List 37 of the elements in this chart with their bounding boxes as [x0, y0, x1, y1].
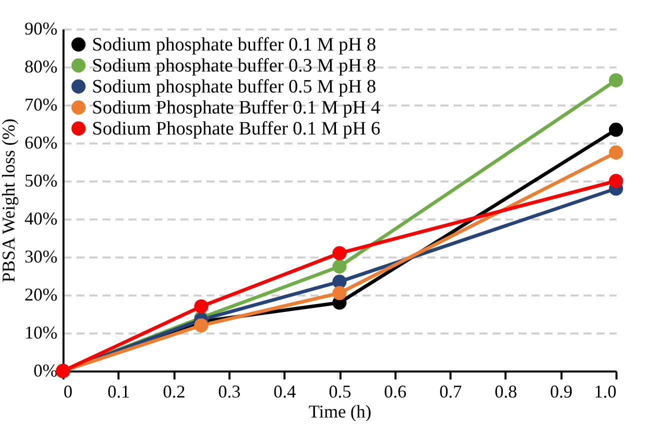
legend-label: Sodium phosphate buffer 0.1 M pH 8	[92, 34, 376, 56]
x-tick-label: 0.3	[218, 382, 241, 402]
x-tick-label: 1.0	[594, 382, 616, 402]
y-tick-label: 90%	[24, 18, 58, 38]
point	[194, 299, 208, 314]
x-tick-label: 0.8	[494, 382, 518, 402]
y-tick-label: 20%	[24, 284, 58, 304]
legend-label: Sodium Phosphate Buffer 0.1 M pH 6	[92, 118, 380, 140]
point	[608, 145, 624, 160]
y-tick-label: 80%	[24, 56, 58, 76]
point	[194, 318, 208, 332]
x-tick-label: 0.7	[439, 382, 462, 402]
point	[332, 286, 347, 300]
point	[608, 122, 624, 137]
x-tick-label: 0.9	[550, 382, 572, 402]
point	[608, 73, 624, 88]
y-tick-label: 10%	[24, 322, 58, 342]
y-tick-label: 40%	[24, 208, 58, 228]
x-tick-label: 0.5	[328, 382, 352, 402]
x-tick-label: 0.2	[162, 382, 186, 402]
legend-label: Sodium phosphate buffer 0.3 M pH 8	[92, 56, 376, 76]
x-tick-label: 0	[64, 382, 72, 402]
point	[332, 246, 347, 260]
legend-label: Sodium phosphate buffer 0.5 M pH 8	[92, 76, 376, 98]
legend-label: Sodium Phosphate Buffer 0.1 M pH 4	[92, 98, 381, 118]
y-axis-title: PBSA Weight loss (%)	[0, 118, 19, 282]
point	[608, 174, 624, 188]
x-tick-label: 0.1	[108, 382, 130, 402]
x-axis-title: Time (h)	[308, 402, 372, 422]
y-tick-label: 70%	[24, 94, 58, 114]
point	[332, 259, 347, 274]
y-tick-label: 30%	[24, 246, 58, 266]
x-tick-label: 0.4	[273, 382, 296, 402]
y-tick-label: 0%	[34, 360, 58, 380]
y-tick-label: 50%	[24, 170, 58, 190]
y-tick-label: 60%	[24, 132, 58, 152]
x-tick-label: 0.6	[384, 382, 407, 402]
